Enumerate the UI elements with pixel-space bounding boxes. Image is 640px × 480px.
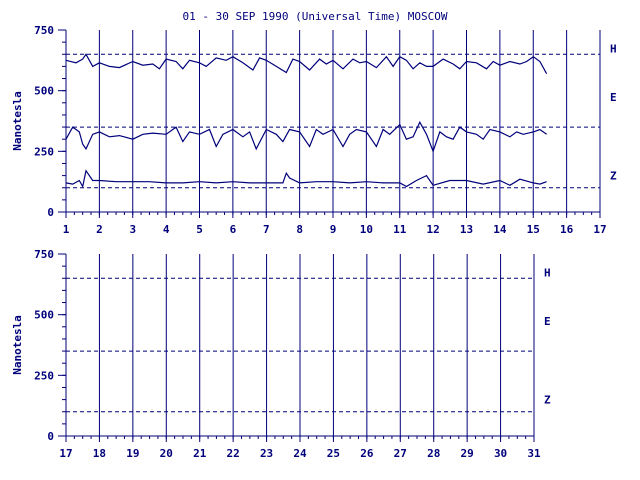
x-tick-label: 17	[593, 223, 606, 236]
x-tick-label: 30	[494, 447, 507, 460]
x-tick-label: 7	[263, 223, 270, 236]
panel-top: 1 2 3 4 5 6 7 8 9 10 11 12 13 14 15 16 170250500750Nanot…	[11, 24, 617, 236]
x-tick-label: 8	[296, 223, 303, 236]
x-tick-label: 28	[427, 447, 440, 460]
series-z-trace	[65, 169, 547, 189]
x-tick-label: 31	[527, 447, 541, 460]
x-tick-label: 3	[129, 223, 136, 236]
x-tick-label: 13	[460, 223, 473, 236]
y-tick-label: 250	[34, 145, 54, 158]
baseline-label-e: E	[610, 91, 617, 104]
baseline-label-h: H	[610, 42, 617, 55]
x-tick-label: 20	[160, 447, 173, 460]
y-axis-label: Nanotesla	[11, 315, 24, 375]
y-tick-label: 0	[47, 206, 54, 219]
series-e-trace	[65, 120, 547, 154]
chart-title: 01 - 30 SEP 1990 (Universal Time) MOSCOW	[183, 10, 448, 23]
y-tick-label: 750	[34, 248, 54, 261]
y-tick-label: 500	[34, 309, 54, 322]
x-tick-label: 18	[93, 447, 106, 460]
x-tick-label: 16	[560, 223, 574, 236]
x-tick-label: 19	[126, 447, 139, 460]
y-tick-label: 0	[47, 430, 54, 443]
y-axis-label: Nanotesla	[11, 91, 24, 151]
x-tick-label: 4	[163, 223, 170, 236]
x-tick-label: 21	[193, 447, 207, 460]
x-tick-label: 26	[360, 447, 374, 460]
baseline-label-h: H	[544, 266, 551, 279]
x-tick-label: 29	[461, 447, 474, 460]
x-tick-label: 9	[330, 223, 337, 236]
x-tick-label: 5	[196, 223, 203, 236]
baseline-label-z: Z	[544, 394, 551, 407]
x-tick-label: 22	[227, 447, 240, 460]
x-tick-label: 10	[360, 223, 373, 236]
x-tick-label: 12	[427, 223, 440, 236]
baseline-label-z: Z	[610, 170, 617, 183]
x-tick-label: 6	[230, 223, 237, 236]
panel-bottom: 17 18 19 20 21 22 23 24 25 26 27 28 29 30 31 0 250 500 750…	[11, 248, 551, 460]
baseline-label-e: E	[544, 315, 551, 328]
x-tick-label: 25	[327, 447, 340, 460]
x-tick-label: 2	[96, 223, 103, 236]
y-tick-label: 250	[34, 369, 54, 382]
x-tick-label: 24	[293, 447, 307, 460]
y-tick-label: 500	[34, 85, 54, 98]
x-tick-label: 23	[260, 447, 273, 460]
x-tick-label: 11	[393, 223, 407, 236]
series-h-trace	[65, 53, 548, 74]
x-tick-label: 1	[63, 223, 70, 236]
x-tick-label: 17	[59, 447, 72, 460]
x-tick-label: 14	[493, 223, 507, 236]
x-tick-label: 15	[527, 223, 540, 236]
y-tick-label: 750	[34, 24, 54, 37]
x-tick-label: 27	[394, 447, 407, 460]
